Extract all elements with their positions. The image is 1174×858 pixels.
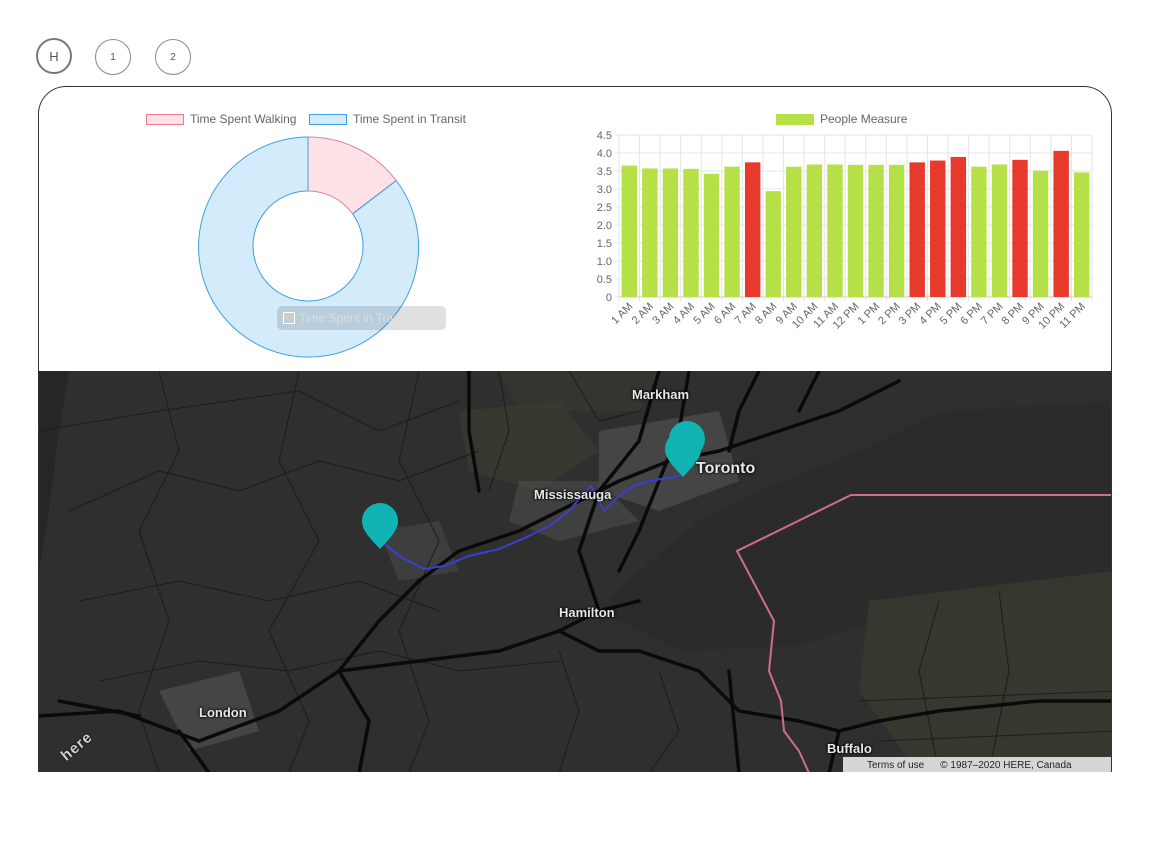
bar[interactable]: [1074, 172, 1090, 297]
legend-people-swatch: [776, 113, 814, 125]
y-tick-label: 0: [606, 292, 612, 304]
bar[interactable]: [909, 162, 925, 297]
terms-of-use-link[interactable]: Terms of use: [867, 759, 925, 771]
page-2-button[interactable]: 2: [155, 39, 191, 75]
y-tick-label: 2.0: [597, 220, 612, 232]
bar[interactable]: [991, 164, 1008, 297]
y-tick-label: 0.5: [597, 274, 612, 286]
city-label-mississauga: Mississauga: [534, 487, 612, 502]
destination-marker[interactable]: [665, 421, 705, 477]
y-tick-label: 4.0: [597, 148, 612, 160]
bar[interactable]: [786, 166, 802, 297]
bar[interactable]: [724, 166, 740, 297]
donut-chart: [198, 136, 420, 358]
legend-walking-label: Time Spent Walking: [190, 112, 297, 126]
bar[interactable]: [703, 173, 720, 297]
copyright-text: © 1987–2020 HERE, Canada: [940, 759, 1072, 771]
x-tick-label: 5 AM: [691, 301, 717, 327]
x-tick-label: 1 PM: [856, 301, 883, 328]
x-tick-label: 4 PM: [917, 301, 944, 328]
legend-walking[interactable]: Time Spent Walking: [146, 112, 296, 126]
bar[interactable]: [1032, 170, 1049, 297]
map-view[interactable]: Markham Toronto Mississauga Hamilton Lon…: [39, 371, 1111, 772]
city-label-hamilton: Hamilton: [559, 605, 615, 620]
x-tick-label: 2 PM: [876, 301, 903, 328]
legend-people-label: People Measure: [820, 112, 908, 126]
city-label-markham: Markham: [632, 387, 690, 402]
bar[interactable]: [1012, 159, 1028, 297]
bar[interactable]: [827, 164, 843, 297]
y-tick-label: 3.0: [597, 184, 612, 196]
home-button[interactable]: H: [36, 38, 72, 74]
city-label-london: London: [199, 705, 247, 720]
bar[interactable]: [888, 164, 905, 297]
bar[interactable]: [806, 164, 823, 297]
bar[interactable]: [868, 164, 884, 297]
legend-transit[interactable]: Time Spent in Transit: [309, 112, 466, 126]
bar[interactable]: [930, 160, 946, 297]
donut-tooltip: Time Spent in Transit: 1.1: [277, 306, 446, 330]
origin-marker[interactable]: [362, 503, 398, 549]
legend-people-measure[interactable]: People Measure: [776, 112, 907, 126]
x-tick-label: 7 AM: [733, 301, 759, 327]
dashboard-card: Time Spent Walking Time Spent in Transit…: [38, 86, 1112, 772]
bar-chart: 4.5 4.0 3.5 3.0 2.5 2.0 1.5 1.0 0.5 01 AM2 AM3 AM…: [597, 130, 1093, 332]
x-tick-label: 7 PM: [979, 301, 1006, 328]
bar[interactable]: [1053, 150, 1069, 297]
bar[interactable]: [683, 168, 699, 297]
y-tick-label: 1.5: [597, 238, 612, 250]
y-tick-label: 4.5: [597, 130, 612, 142]
route-line: [383, 470, 688, 571]
x-tick-label: 6 AM: [712, 301, 738, 327]
tooltip-text: Time Spent in Transit: 1.1: [299, 311, 436, 325]
donut-slice-walking[interactable]: [307, 136, 397, 215]
y-tick-label: 1.0: [597, 256, 612, 268]
x-tick-label: 2 AM: [630, 301, 656, 327]
map-base: [39, 371, 1111, 772]
city-label-toronto: Toronto: [696, 460, 756, 477]
bar[interactable]: [642, 168, 658, 297]
x-tick-label: 8 AM: [753, 301, 779, 327]
donut-slice-transit[interactable]: [198, 136, 420, 358]
legend-walking-swatch: [146, 113, 184, 125]
x-tick-label: 5 PM: [938, 301, 965, 328]
x-tick-label: 6 PM: [958, 301, 985, 328]
y-tick-label: 2.5: [597, 202, 612, 214]
bar[interactable]: [662, 168, 679, 297]
bar[interactable]: [950, 156, 967, 297]
x-tick-label: 3 AM: [650, 301, 676, 327]
page-1-button[interactable]: 1: [95, 39, 131, 75]
legend-transit-swatch: [309, 113, 347, 125]
bar[interactable]: [765, 191, 781, 297]
map-attribution: Terms of use © 1987–2020 HERE, Canada: [843, 757, 1111, 772]
bar[interactable]: [621, 165, 637, 297]
tooltip-swatch: [283, 312, 295, 324]
bar[interactable]: [744, 162, 761, 297]
x-tick-label: 3 PM: [897, 301, 924, 328]
bar[interactable]: [847, 164, 864, 297]
bar[interactable]: [971, 166, 987, 297]
x-tick-label: 1 AM: [609, 301, 635, 327]
x-tick-label: 4 AM: [671, 301, 697, 327]
x-tick-label: 8 PM: [999, 301, 1026, 328]
legend-transit-label: Time Spent in Transit: [353, 112, 466, 126]
y-tick-label: 3.5: [597, 166, 612, 178]
city-label-buffalo: Buffalo: [827, 741, 872, 756]
